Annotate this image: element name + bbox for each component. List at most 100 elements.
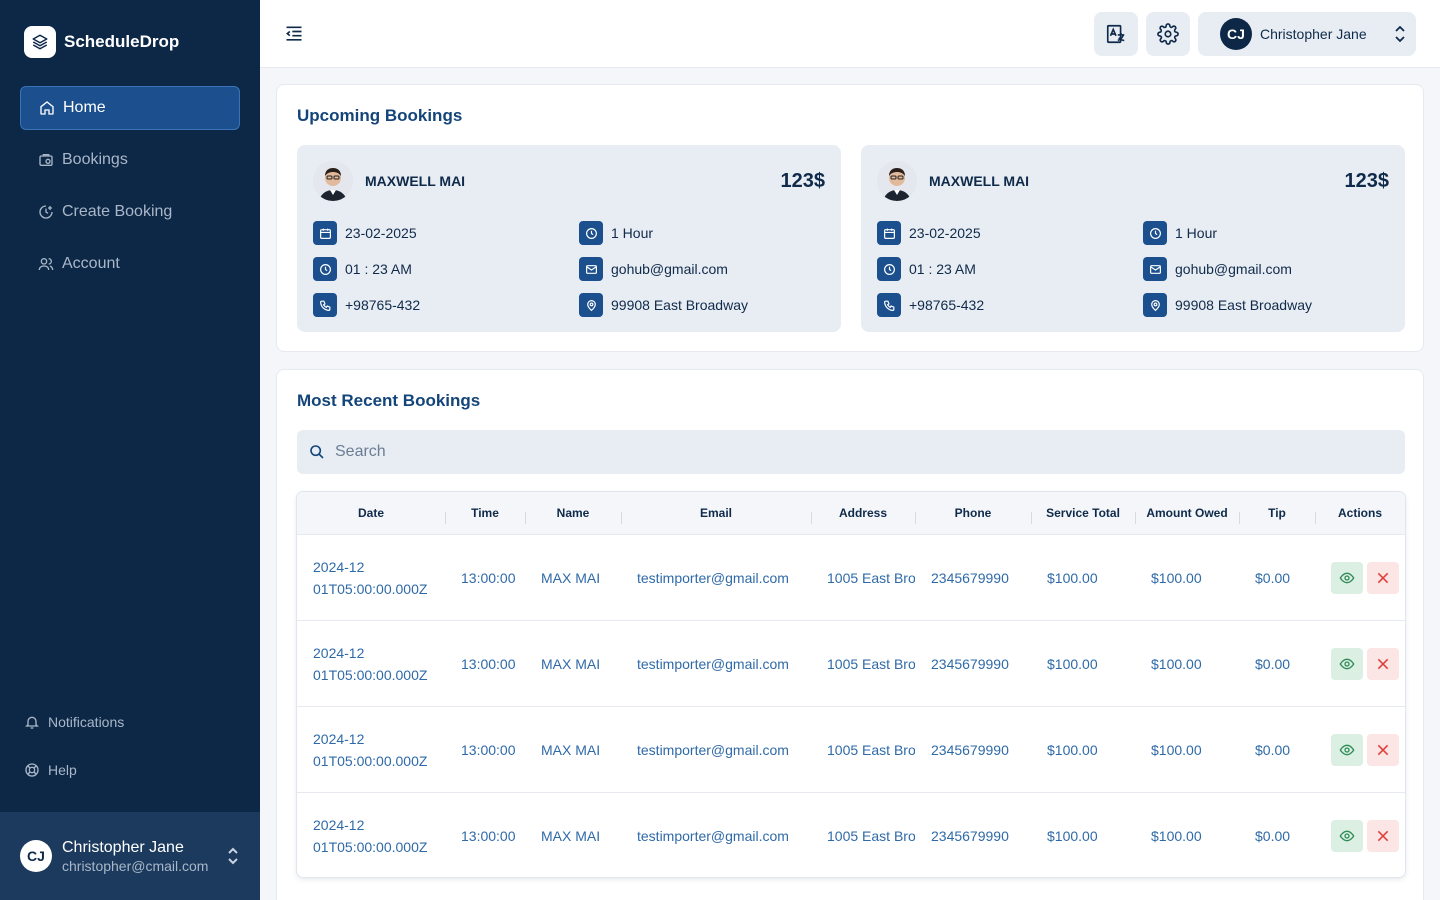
delete-button[interactable]: [1367, 733, 1399, 766]
bookings-icon: [39, 154, 53, 166]
booking-duration: 1 Hour: [579, 221, 653, 245]
user-email: christopher@cmail.com: [62, 857, 209, 874]
booking-email-value: gohub@gmail.com: [1175, 261, 1292, 277]
cell-date: 2024-12 01T05:00:00.000Z: [297, 556, 445, 600]
client-name: MAXWELL MAI: [365, 173, 466, 189]
cell-service-total: $100.00: [1047, 569, 1098, 586]
cell-amount-owed: $100.00: [1151, 655, 1202, 672]
clock-icon: [313, 257, 337, 281]
column-header[interactable]: Phone: [915, 506, 1031, 524]
location-pin-icon: [1143, 293, 1167, 317]
booking-address-value: 99908 East Broadway: [611, 297, 748, 313]
date-line: 2024-12: [313, 644, 365, 661]
mail-icon: [1143, 257, 1167, 281]
cell-actions: [1315, 561, 1405, 594]
client-name: MAXWELL MAI: [929, 173, 1030, 189]
date-line: 2024-12: [313, 730, 365, 747]
column-header[interactable]: Name: [525, 506, 621, 524]
date-line: 01T05:00:00.000Z: [313, 752, 428, 769]
table-row[interactable]: 2024-12 01T05:00:00.000Z 13:00:00 MAX MAI te…: [297, 706, 1405, 792]
cell-actions: [1315, 733, 1405, 766]
delete-button[interactable]: [1367, 819, 1399, 852]
sidebar-item-notifications[interactable]: Notifications: [24, 708, 124, 736]
cell-name: MAX MAI: [541, 569, 601, 586]
close-icon: [1377, 658, 1389, 669]
delete-button[interactable]: [1367, 647, 1399, 680]
booking-time: 01 : 23 AM: [313, 257, 412, 281]
settings-button[interactable]: [1146, 12, 1190, 56]
column-header[interactable]: Actions: [1315, 506, 1405, 524]
view-button[interactable]: [1331, 819, 1363, 852]
sidebar-item-account[interactable]: Account: [20, 242, 240, 286]
upcoming-booking-card[interactable]: MAXWELL MAI 123$ 23-02-2025 1 Hour 01 : 23 A…: [861, 145, 1405, 332]
booking-email-value: gohub@gmail.com: [611, 261, 728, 277]
booking-time-value: 01 : 23 AM: [345, 261, 412, 277]
cell-email: testimporter@gmail.com: [637, 569, 789, 586]
sidebar-item-create-booking[interactable]: Create Booking: [20, 190, 240, 234]
search-bar: [297, 430, 1405, 474]
column-header[interactable]: Service Total: [1031, 506, 1135, 524]
brand-name: ScheduleDrop: [64, 32, 180, 51]
column-header[interactable]: Email: [621, 506, 811, 524]
account-icon: [38, 258, 54, 271]
avatar: CJ: [20, 840, 52, 872]
cell-address: 1005 East Broadway: [827, 655, 915, 672]
translate-button[interactable]: [1094, 12, 1138, 56]
cell-service-total: $100.00: [1047, 741, 1098, 758]
booking-email: gohub@gmail.com: [1143, 257, 1292, 281]
brand[interactable]: ScheduleDrop: [24, 26, 179, 58]
sidebar-item-label: Home: [63, 99, 106, 116]
sidebar-item-home[interactable]: Home: [20, 86, 240, 130]
close-icon: [1377, 744, 1389, 755]
delete-button[interactable]: [1367, 561, 1399, 594]
location-pin-icon: [579, 293, 603, 317]
topbar: CJ Christopher Jane: [260, 0, 1440, 68]
sidebar-item-help[interactable]: Help: [24, 756, 124, 784]
eye-icon: [1339, 572, 1355, 583]
column-header[interactable]: Amount Owed: [1135, 506, 1239, 524]
sidebar: ScheduleDrop Home Bookings Create Bookin…: [0, 0, 260, 900]
view-button[interactable]: [1331, 561, 1363, 594]
chevron-up-down-icon: [1395, 26, 1405, 42]
booking-address: 99908 East Broadway: [579, 293, 748, 317]
table-row[interactable]: 2024-12 01T05:00:00.000Z 13:00:00 MAX MAI te…: [297, 534, 1405, 620]
cell-tip: $0.00: [1255, 827, 1291, 844]
date-line: 01T05:00:00.000Z: [313, 838, 428, 855]
notifications-label: Notifications: [48, 714, 125, 730]
booking-time-value: 01 : 23 AM: [909, 261, 976, 277]
search-input[interactable]: [335, 443, 1405, 461]
cell-phone: 2345679990: [931, 741, 1009, 758]
sidebar-item-bookings[interactable]: Bookings: [20, 138, 240, 182]
profile-menu-button[interactable]: CJ Christopher Jane: [1198, 12, 1416, 56]
view-button[interactable]: [1331, 733, 1363, 766]
column-header[interactable]: Time: [445, 506, 525, 524]
cell-date: 2024-12 01T05:00:00.000Z: [297, 814, 445, 858]
sidebar-toggle-button[interactable]: [284, 24, 304, 44]
recent-bookings-panel: Most Recent Bookings Date TimeNameEmailAd…: [276, 369, 1424, 900]
cell-tip: $0.00: [1255, 569, 1291, 586]
view-button[interactable]: [1331, 647, 1363, 680]
column-header[interactable]: Date: [357, 506, 384, 520]
booking-date-value: 23-02-2025: [909, 225, 981, 241]
clock-icon: [579, 221, 603, 245]
cell-time: 13:00:00: [461, 741, 516, 758]
booking-price: 123$: [780, 170, 826, 192]
help-lifebuoy-icon: [25, 763, 39, 777]
table-body: 2024-12 01T05:00:00.000Z 13:00:00 MAX MAI te…: [297, 534, 1405, 877]
cell-amount-owed: $100.00: [1151, 569, 1202, 586]
table-header: Date Time Name Email Address Phone Service Tot…: [297, 492, 1405, 534]
column-header[interactable]: Address: [811, 506, 915, 524]
profile-name: Christopher Jane: [1260, 26, 1367, 42]
chevron-up-down-icon[interactable]: [226, 847, 240, 865]
column-header[interactable]: Tip: [1239, 506, 1315, 524]
cell-tip: $0.00: [1255, 655, 1291, 672]
cell-address: 1005 East Broadway: [827, 741, 915, 758]
cell-email: testimporter@gmail.com: [637, 827, 789, 844]
sidebar-user-card[interactable]: CJ Christopher Jane christopher@cmail.co…: [0, 812, 260, 900]
table-row[interactable]: 2024-12 01T05:00:00.000Z 13:00:00 MAX MAI te…: [297, 792, 1405, 877]
sidebar-item-label: Account: [62, 255, 120, 272]
upcoming-booking-card[interactable]: MAXWELL MAI 123$ 23-02-2025 1 Hour 01 : 23 A…: [297, 145, 841, 332]
table-row[interactable]: 2024-12 01T05:00:00.000Z 13:00:00 MAX MAI te…: [297, 620, 1405, 706]
phone-icon: [313, 293, 337, 317]
date-line: 01T05:00:00.000Z: [313, 666, 428, 683]
